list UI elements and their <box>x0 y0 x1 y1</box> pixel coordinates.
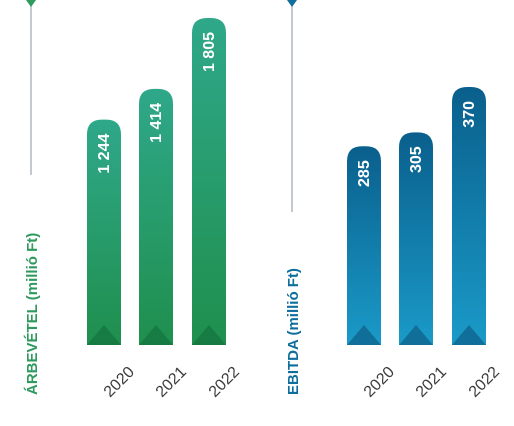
bar-2022 <box>452 87 486 345</box>
bar-tip-2020 <box>347 325 381 345</box>
bar-tip-2022 <box>452 325 486 345</box>
value-label-2020: 1 244 <box>96 134 113 174</box>
bar-2022 <box>192 18 226 345</box>
revenue-chart: ÁRBEVÉTEL (millió Ft) 1 244 2020 1 414 2021… <box>24 0 243 401</box>
ebitda-chart: EBITDA (millió Ft) 285 2020 305 2021 370 2022 <box>285 0 503 401</box>
bar-tip-2021 <box>399 325 433 345</box>
value-label-2022: 1 805 <box>201 32 218 72</box>
bar-tip-2021 <box>139 325 173 345</box>
value-label-2021: 1 414 <box>148 103 165 143</box>
value-label-2022: 370 <box>461 101 478 128</box>
value-label-2020: 285 <box>356 160 373 187</box>
bar-tip-2020 <box>87 325 121 345</box>
value-label-2021: 305 <box>408 146 425 173</box>
bar-tip-2022 <box>192 325 226 345</box>
bar-2021 <box>399 132 433 345</box>
year-label-2020: 2020 <box>361 364 398 401</box>
ebitda-axis-title: EBITDA (millió Ft) <box>285 268 302 395</box>
revenue-axis-marker <box>26 0 36 7</box>
ebitda-axis-marker <box>287 0 297 7</box>
year-label-2022: 2022 <box>466 364 503 401</box>
year-label-2021: 2021 <box>413 364 450 401</box>
bar-2020 <box>87 119 121 345</box>
year-label-2021: 2021 <box>153 364 190 401</box>
bar-2021 <box>139 88 173 345</box>
bar-2020 <box>347 146 381 345</box>
revenue-axis-title: ÁRBEVÉTEL (millió Ft) <box>24 233 41 395</box>
year-label-2022: 2022 <box>206 364 243 401</box>
year-label-2020: 2020 <box>101 364 138 401</box>
